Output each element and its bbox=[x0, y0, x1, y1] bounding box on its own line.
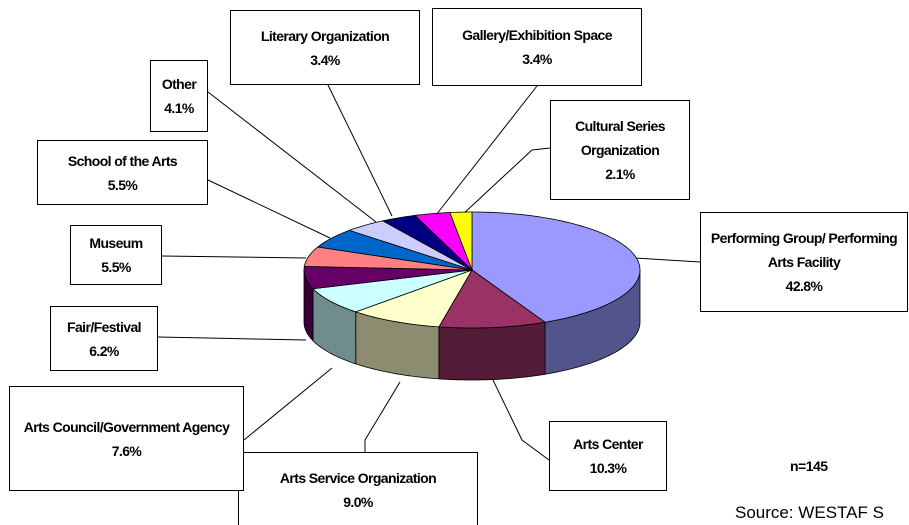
slice-label: Museum 5.5% bbox=[70, 225, 162, 285]
leader-line bbox=[207, 91, 377, 223]
pie-slice bbox=[348, 220, 473, 271]
slice-label: Fair/Festival 6.2% bbox=[50, 306, 158, 371]
slice-percent: 2.1% bbox=[605, 166, 635, 182]
pie-slice bbox=[381, 215, 473, 271]
slice-percent: 4.1% bbox=[164, 100, 194, 116]
pie-slice bbox=[471, 211, 641, 323]
pie-slice bbox=[449, 211, 473, 271]
slice-label: Arts Council/Government Agency 7.6% bbox=[9, 386, 244, 491]
leader-line bbox=[243, 367, 333, 441]
slice-label: School of the Arts 5.5% bbox=[37, 140, 208, 205]
slice-name: School of the Arts bbox=[67, 152, 178, 169]
sample-size: n=145 bbox=[790, 458, 828, 474]
pie-slice bbox=[354, 269, 473, 328]
leader-line bbox=[157, 336, 307, 341]
slice-label: Arts Center 10.3% bbox=[549, 421, 667, 491]
pie-slice bbox=[303, 266, 473, 290]
leader-line bbox=[633, 257, 701, 263]
slice-name: Museum bbox=[89, 235, 143, 251]
slice-percent: 7.6% bbox=[111, 442, 142, 459]
slice-percent: 5.5% bbox=[107, 176, 138, 193]
leader-line bbox=[491, 377, 550, 461]
slice-name: Arts Service Organization bbox=[279, 469, 437, 486]
slice-label: Literary Organization 3.4% bbox=[230, 10, 420, 85]
leader-line bbox=[435, 85, 538, 216]
slice-percent: 9.0% bbox=[343, 493, 373, 510]
slice-percent: 3.4% bbox=[310, 51, 340, 68]
pie-slice bbox=[414, 212, 473, 271]
slice-label: Arts Service Organization 9.0% bbox=[238, 452, 478, 525]
slice-name: Literary Organization bbox=[260, 27, 390, 44]
slice-label: Cultural Series Organization 2.1% bbox=[550, 100, 690, 200]
slice-name: Other bbox=[161, 76, 197, 92]
source: Source: WESTAF S bbox=[735, 503, 884, 522]
pie bbox=[303, 211, 641, 381]
slice-percent: 42.8% bbox=[785, 278, 823, 294]
slice-label: Other 4.1% bbox=[150, 60, 208, 132]
leader-line bbox=[207, 179, 331, 239]
slice-name: Performing Group/ Performing Arts Facili… bbox=[710, 230, 898, 270]
slice-name: Arts Council/Government Agency bbox=[23, 418, 230, 435]
slice-percent: 6.2% bbox=[89, 342, 119, 359]
leader-line bbox=[461, 147, 551, 216]
slice-name: Arts Center bbox=[573, 436, 643, 452]
pie-slice bbox=[438, 269, 547, 329]
leader-line bbox=[364, 381, 401, 452]
pie-slice bbox=[316, 229, 473, 271]
slice-label: Gallery/Exhibition Space 3.4% bbox=[432, 8, 642, 86]
slice-name: Gallery/Exhibition Space bbox=[462, 27, 612, 43]
slice-percent: 10.3% bbox=[589, 460, 627, 476]
pie-slice-side bbox=[438, 321, 546, 381]
slice-percent: 5.5% bbox=[101, 259, 131, 275]
pie-slice bbox=[303, 246, 473, 271]
leader-lines bbox=[157, 84, 701, 461]
slice-name: Fair/Festival bbox=[67, 318, 142, 335]
leader-line bbox=[327, 84, 393, 217]
slice-label: Performing Group/ Performing Arts Facili… bbox=[700, 212, 908, 312]
slice-percent: 3.4% bbox=[522, 51, 552, 67]
leader-line bbox=[161, 255, 307, 259]
pie-slice bbox=[312, 269, 473, 313]
slice-name: Cultural Series Organization bbox=[575, 118, 665, 158]
